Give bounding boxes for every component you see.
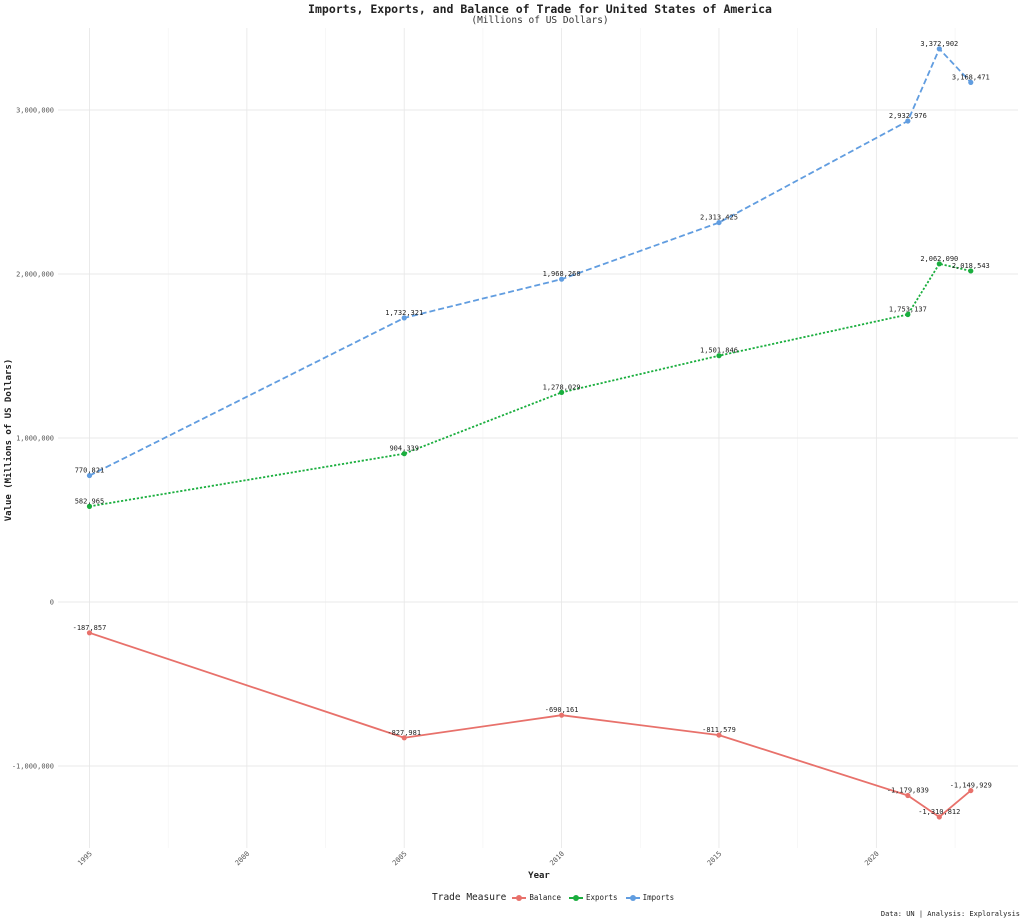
data-point-exports [968,268,974,274]
y-tick-label: 1,000,000 [16,435,54,443]
data-label-imports: 1,968,260 [543,270,581,278]
data-label-exports: 582,965 [75,497,105,505]
data-point-balance [401,735,407,741]
y-tick-label: 3,000,000 [16,107,54,115]
legend-key-balance [512,894,527,902]
data-point-imports [86,472,93,479]
data-point-balance [86,630,93,636]
data-point-imports [716,219,722,226]
data-point-imports [401,315,407,321]
data-point-exports [401,451,407,457]
data-label-imports: 3,372,902 [920,40,958,48]
x-tick-label: 2010 [548,850,566,868]
data-point-balance [905,792,911,799]
data-label-balance: -827,981 [387,729,421,737]
x-tick-label: 2000 [234,850,252,868]
data-label-exports: 904,339 [389,445,419,453]
data-point-exports [86,503,93,509]
data-label-balance: -187,857 [73,624,107,632]
data-label-balance: -811,579 [702,726,736,734]
legend-key-exports [568,894,583,902]
data-label-exports: 1,501,846 [700,347,738,355]
y-tick-label: -1,000,000 [12,763,54,771]
data-label-exports: 1,278,029 [543,383,581,391]
y-axis-title: Value (Millions of US Dollars) [3,359,14,522]
data-label-balance: -1,310,812 [918,808,960,816]
data-point-balance [936,814,942,820]
legend-label-exports: Exports [585,893,618,902]
data-point-imports [936,46,942,52]
legend-title: Trade Measure [432,892,507,903]
x-tick-label: 2015 [706,850,724,868]
data-point-imports [559,276,565,282]
series-line-imports [89,47,972,477]
x-axis-ticks: 1995 2000 2005 2010 2015 2020 [76,850,880,868]
data-point-balance [716,732,722,738]
legend-item-exports: Exports [568,893,618,902]
data-label-imports: 3,168,471 [952,73,990,81]
data-point-balance [559,712,565,718]
y-tick-label: 2,000,000 [16,271,54,279]
series-line-balance [89,631,972,818]
data-point-exports [936,261,942,267]
data-label-exports: 2,062,090 [920,255,958,263]
x-tick-label: 2020 [863,850,881,868]
data-label-imports: 1,732,321 [385,309,423,317]
series-lines [89,47,972,818]
legend-label-imports: Imports [642,893,675,902]
legend-label-balance: Balance [529,893,561,902]
major-gridlines [58,28,1018,848]
legend-item-imports: Imports [625,893,675,902]
data-point-imports [968,79,974,85]
chart-subtitle: (Millions of US Dollars) [471,15,609,26]
data-label-balance: -1,179,839 [887,786,929,794]
data-label-imports: 770,821 [75,467,105,475]
data-point-exports [559,389,565,396]
legend-key-imports [625,894,640,902]
data-point-imports [905,118,911,124]
data-labels: -187,857 -827,981 -690,161 -811,579 -1,179,8… [73,40,992,816]
x-tick-label: 2005 [391,850,409,868]
y-axis-ticks: -1,000,000 0 1,000,000 2,000,000 3,000,000 [12,107,54,771]
data-label-imports: 2,313,425 [700,214,738,222]
data-point-balance [968,787,974,794]
series-points [86,46,974,820]
data-label-balance: -1,149,929 [950,782,992,790]
chart-title: Imports, Exports, and Balance of Trade f… [308,2,772,16]
x-axis-title: Year [528,871,550,881]
data-label-exports: 1,753,137 [889,305,927,313]
legend: Trade Measure Balance Exports Imports [432,892,682,903]
y-tick-label: 0 [50,599,54,607]
data-point-exports [905,311,911,318]
data-label-imports: 2,932,976 [889,112,927,120]
chart-caption: Data: UN | Analysis: Exploralysis [880,910,1020,918]
data-label-exports: 2,018,543 [952,262,990,270]
x-tick-label: 1995 [76,850,94,868]
data-point-exports [716,353,722,359]
series-line-exports [89,262,971,508]
data-label-balance: -690,161 [545,706,579,714]
legend-item-balance: Balance [512,893,561,902]
